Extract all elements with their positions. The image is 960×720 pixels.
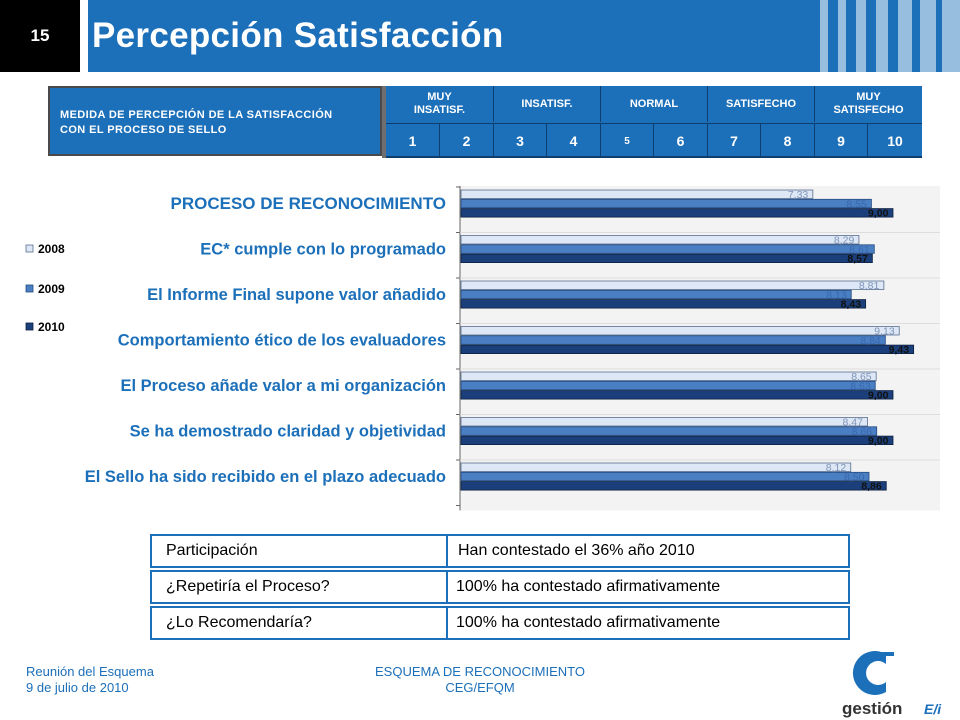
scale-digit: 1 xyxy=(386,123,440,158)
bar-2008 xyxy=(460,235,860,245)
scale-label: MEDIDA DE PERCEPCIÓN DE LA SATISFACCIÓN … xyxy=(48,86,382,156)
scale-digit: 5 xyxy=(601,123,654,158)
scale-digit: 4 xyxy=(547,123,601,158)
scale-digit: 9 xyxy=(815,123,868,158)
summary-answer: 100% ha contestado afirmativamente xyxy=(456,578,721,595)
bar-2009 xyxy=(460,380,876,391)
footer-meeting: Reunión del Esquema 9 de julio de 2010 xyxy=(26,664,154,695)
footer-scheme: ESQUEMA DE RECONOCIMIENTO CEG/EFQM xyxy=(375,664,585,695)
data-label: 9,00 xyxy=(868,208,889,220)
scale-bottom-border xyxy=(386,156,922,158)
data-label: 8,66 xyxy=(852,426,873,438)
slide-number: 15 xyxy=(0,0,80,72)
category-label: El Proceso añade valor a mi organización xyxy=(120,377,446,395)
legend-swatch-2009 xyxy=(25,284,34,293)
data-label: 8,81 xyxy=(859,280,880,292)
data-label: 8,61 xyxy=(849,244,870,256)
bar-2009 xyxy=(460,244,875,254)
data-label: 7,33 xyxy=(788,189,809,201)
data-label: 8,55 xyxy=(846,198,867,210)
data-label: 8,86 xyxy=(861,481,882,493)
legend-label: 2009 xyxy=(38,282,65,296)
data-label: 8,13 xyxy=(826,289,847,301)
bar-2008 xyxy=(460,189,814,199)
summary-answer: Han contestado el 36% año 2010 xyxy=(458,542,695,559)
scale-category: NORMAL xyxy=(601,86,708,122)
legend-label: 2008 xyxy=(38,242,65,256)
scale-category: INSATISF. xyxy=(494,86,601,122)
bar-2008 xyxy=(460,280,885,290)
summary-table: Participación Han contestado el 36% año … xyxy=(150,534,850,640)
bar-2010 xyxy=(460,481,887,491)
scale-category: SATISFECHO xyxy=(708,86,815,122)
bar-2010 xyxy=(460,299,867,309)
data-label: 8,57 xyxy=(847,253,868,265)
scale-divider xyxy=(382,86,386,158)
legend-label: 2010 xyxy=(38,320,65,334)
summary-question: ¿Lo Recomendaría? xyxy=(166,614,312,631)
summary-question: ¿Repetiría el Proceso? xyxy=(166,578,330,595)
bar-2008 xyxy=(460,417,868,427)
scale-digit: 7 xyxy=(708,123,761,158)
decorative-stripes xyxy=(820,0,960,72)
summary-answer: 100% ha contestado afirmativamente xyxy=(456,614,721,631)
bar-2010 xyxy=(460,435,894,446)
data-label: 9,00 xyxy=(868,390,889,402)
data-label: 8,47 xyxy=(843,417,864,429)
category-label: EC* cumple con lo programado xyxy=(200,241,446,259)
scale-category: MUY SATISFECHO xyxy=(833,91,904,116)
scale-label-line1: MEDIDA DE PERCEPCIÓN DE LA SATISFACCIÓN xyxy=(60,109,333,121)
summary-question: Participación xyxy=(166,542,258,559)
scale-digit: 10 xyxy=(868,123,922,158)
logo-suffix: E/i xyxy=(924,701,942,717)
bar-2010 xyxy=(460,253,873,263)
bar-2009 xyxy=(460,335,886,345)
gestion-logo: gestión E/i xyxy=(842,651,942,718)
legend-swatch-2008 xyxy=(25,244,34,253)
title-bar xyxy=(88,0,960,72)
data-label: 8,65 xyxy=(851,371,872,383)
data-label: 9,43 xyxy=(889,344,910,356)
summary-row: ¿Lo Recomendaría? 100% ha contestado afi… xyxy=(150,606,850,640)
legend-swatch-2010 xyxy=(25,322,34,331)
satisfaction-bar-chart: 7,338,559,008,298,618,578,818,138,439,13… xyxy=(25,186,940,511)
data-label: 8,43 xyxy=(841,299,862,311)
category-label: PROCESO DE RECONOCIMIENTO xyxy=(171,194,447,213)
bar-2009 xyxy=(460,426,878,436)
scale-category: MUY INSATISF. xyxy=(386,86,494,122)
bar-2010 xyxy=(460,344,915,355)
summary-row: Participación Han contestado el 36% año … xyxy=(150,534,850,568)
logo-text: gestión xyxy=(842,699,902,718)
data-label: 9,13 xyxy=(874,326,895,338)
scale-digit: 6 xyxy=(654,123,708,158)
bar-2010 xyxy=(460,390,894,400)
data-label: 8,63 xyxy=(850,380,871,392)
satisfaction-scale: MEDIDA DE PERCEPCIÓN DE LA SATISFACCIÓN … xyxy=(48,86,922,158)
bar-2010 xyxy=(460,208,894,218)
data-label: 8,12 xyxy=(826,462,847,474)
category-label: Se ha demostrado claridad y objetividad xyxy=(130,423,446,441)
bar-2009 xyxy=(460,289,852,300)
page-title: Percepción Satisfacción xyxy=(92,16,504,55)
scale-label-line2: CON EL PROCESO DE SELLO xyxy=(60,124,227,136)
bar-2008 xyxy=(460,326,900,336)
category-label: El Sello ha sido recibido en el plazo ad… xyxy=(85,468,446,486)
data-label: 8,29 xyxy=(834,235,855,247)
bar-2008 xyxy=(460,462,852,472)
scale-digit: 8 xyxy=(761,123,815,158)
category-label: Comportamiento ético de los evaluadores xyxy=(118,332,446,350)
data-label: 8,50 xyxy=(844,471,865,483)
summary-row: ¿Repetiría el Proceso? 100% ha contestad… xyxy=(150,570,850,604)
scale-digit: 2 xyxy=(440,123,494,158)
bar-2009 xyxy=(460,198,872,209)
bar-2009 xyxy=(460,471,870,482)
data-label: 9,00 xyxy=(868,435,889,447)
scale-grid: MUY INSATISF. INSATISF. NORMAL SATISFECHO… xyxy=(386,86,922,158)
data-label: 8,84 xyxy=(860,335,881,347)
category-label: El Informe Final supone valor añadido xyxy=(147,286,446,304)
scale-digit: 3 xyxy=(494,123,547,158)
bar-2008 xyxy=(460,371,877,381)
